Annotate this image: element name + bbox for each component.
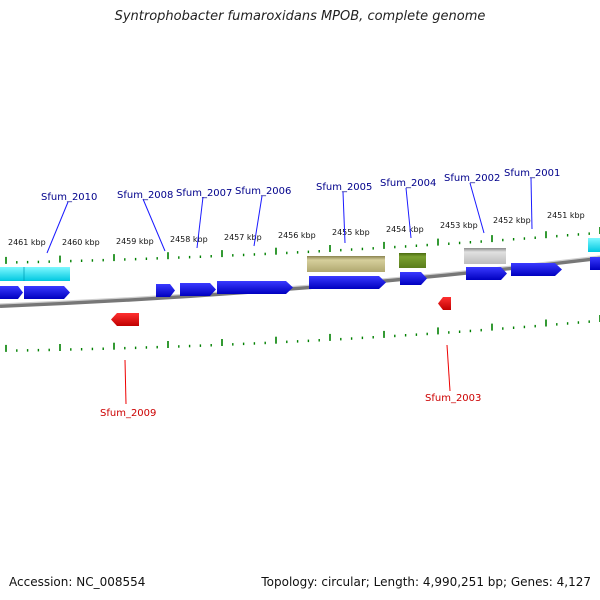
kbp-label: 2460 kbp: [62, 238, 100, 247]
gene-label-sfum-2007[interactable]: Sfum_2007: [176, 188, 232, 199]
gene-arrow-forward[interactable]: [309, 276, 386, 289]
gene-label-sfum-2004[interactable]: Sfum_2004: [380, 178, 436, 189]
gene-arrow-forward[interactable]: [180, 283, 216, 296]
feature-track: [0, 238, 600, 281]
gene-arrow-forward[interactable]: [217, 281, 293, 294]
kbp-label: 2458 kbp: [170, 235, 208, 244]
gene-arrow-reverse[interactable]: [111, 313, 139, 326]
gene-label-sfum-2008[interactable]: Sfum_2008: [117, 190, 173, 201]
kbp-label: 2456 kbp: [278, 231, 316, 240]
forward-genes: [0, 257, 600, 299]
reverse-genes: [111, 297, 451, 326]
gene-label-sfum-2001[interactable]: Sfum_2001: [504, 168, 560, 179]
kbp-label: 2457 kbp: [224, 233, 262, 242]
kbp-label: 2455 kbp: [332, 228, 370, 237]
kbp-label: 2461 kbp: [8, 238, 46, 247]
gene-arrow-forward[interactable]: [466, 267, 507, 280]
feature-gray[interactable]: [464, 248, 506, 264]
topology-text: Topology: circular; Length: 4,990,251 bp…: [261, 575, 591, 589]
gene-arrow-reverse[interactable]: [438, 297, 451, 310]
feature-olive[interactable]: [307, 256, 385, 272]
kbp-label: 2459 kbp: [116, 237, 154, 246]
map-title: Syntrophobacter fumaroxidans MPOB, compl…: [114, 9, 486, 24]
gene-label-sfum-2009[interactable]: Sfum_2009: [100, 408, 156, 419]
accession-text: Accession: NC_008554: [9, 575, 146, 589]
gene-label-sfum-2003[interactable]: Sfum_2003: [425, 393, 481, 404]
kbp-label: 2452 kbp: [493, 216, 531, 225]
gene-label-sfum-2005[interactable]: Sfum_2005: [316, 182, 372, 193]
gene-label-sfum-2002[interactable]: Sfum_2002: [444, 173, 500, 184]
feature-cyan[interactable]: [0, 267, 70, 281]
gene-label-sfum-2006[interactable]: Sfum_2006: [235, 186, 291, 197]
gene-arrow-forward[interactable]: [511, 263, 562, 276]
gene-label-sfum-2010[interactable]: Sfum_2010: [41, 192, 97, 203]
gene-arrow-forward[interactable]: [156, 284, 175, 297]
genome-backbone: [0, 256, 600, 308]
gene-arrow-forward[interactable]: [24, 286, 70, 299]
gene-arrow-forward[interactable]: [0, 286, 23, 299]
kbp-label: 2453 kbp: [440, 221, 478, 230]
label-leaders-top: [46, 177, 533, 254]
ruler-ticks-bottom: [5, 315, 600, 352]
feature-green[interactable]: [399, 253, 426, 268]
kbp-label: 2451 kbp: [547, 211, 585, 220]
label-leaders-bottom: [124, 344, 451, 405]
kbp-label: 2454 kbp: [386, 225, 424, 234]
feature-cyan[interactable]: [588, 238, 600, 252]
gene-arrow-forward[interactable]: [590, 257, 600, 270]
gene-arrow-forward[interactable]: [400, 272, 427, 285]
ruler-ticks-top: [5, 227, 600, 264]
